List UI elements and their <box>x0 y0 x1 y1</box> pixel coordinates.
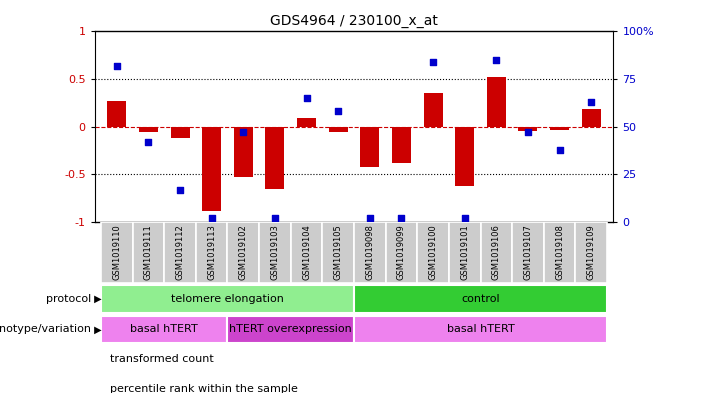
Text: control: control <box>461 294 500 304</box>
Text: GSM1019101: GSM1019101 <box>461 225 469 280</box>
Text: GSM1019105: GSM1019105 <box>334 225 343 280</box>
Bar <box>519 127 538 130</box>
Text: GSM1019103: GSM1019103 <box>271 224 280 281</box>
Bar <box>297 118 316 127</box>
Text: basal hTERT: basal hTERT <box>447 324 515 334</box>
Bar <box>487 77 506 127</box>
Text: genotype/variation: genotype/variation <box>0 324 91 334</box>
Point <box>459 215 470 221</box>
Text: GSM1019099: GSM1019099 <box>397 225 406 280</box>
Bar <box>392 127 411 163</box>
Bar <box>291 222 322 283</box>
Bar <box>228 222 259 283</box>
Point <box>143 139 154 145</box>
Point <box>301 95 312 101</box>
Text: protocol: protocol <box>46 294 91 304</box>
Bar <box>386 222 417 283</box>
Bar <box>322 222 354 283</box>
Bar <box>101 316 228 343</box>
Point <box>269 215 280 221</box>
Bar <box>259 222 291 283</box>
Text: telomere elongation: telomere elongation <box>171 294 284 304</box>
Text: GSM1019102: GSM1019102 <box>239 225 247 280</box>
Text: GSM1019098: GSM1019098 <box>365 224 374 281</box>
Point <box>428 59 439 65</box>
Bar <box>202 127 221 211</box>
Bar <box>512 222 544 283</box>
Bar <box>423 94 442 127</box>
Bar <box>360 127 379 167</box>
Bar <box>101 222 132 283</box>
Bar <box>132 222 164 283</box>
Bar <box>354 285 607 313</box>
Bar <box>576 222 607 283</box>
Bar <box>354 316 607 343</box>
Point <box>111 62 123 69</box>
Bar <box>417 222 449 283</box>
Bar <box>234 127 253 177</box>
Text: ▶: ▶ <box>91 294 102 304</box>
Text: GSM1019110: GSM1019110 <box>112 225 121 280</box>
Text: transformed count: transformed count <box>110 354 214 364</box>
Bar <box>196 222 228 283</box>
Text: ▶: ▶ <box>91 324 102 334</box>
Bar <box>101 285 354 313</box>
Text: basal hTERT: basal hTERT <box>130 324 198 334</box>
Bar <box>354 222 386 283</box>
Point <box>491 57 502 63</box>
Bar <box>480 222 512 283</box>
Bar <box>139 127 158 132</box>
Bar <box>329 127 348 132</box>
Point <box>206 215 217 221</box>
Text: GSM1019100: GSM1019100 <box>428 225 437 280</box>
Text: GSM1019113: GSM1019113 <box>207 224 216 281</box>
Point <box>554 147 565 153</box>
Bar <box>228 316 354 343</box>
Point <box>522 129 533 136</box>
Text: GSM1019112: GSM1019112 <box>175 225 184 280</box>
Point <box>332 108 343 115</box>
Text: GSM1019104: GSM1019104 <box>302 225 311 280</box>
Text: GSM1019108: GSM1019108 <box>555 224 564 281</box>
Bar <box>544 222 576 283</box>
Text: GSM1019106: GSM1019106 <box>492 224 501 281</box>
Text: GSM1019111: GSM1019111 <box>144 225 153 280</box>
Bar <box>550 127 569 130</box>
Text: hTERT overexpression: hTERT overexpression <box>229 324 352 334</box>
Point <box>365 215 376 221</box>
Point <box>175 187 186 193</box>
Bar <box>455 127 474 186</box>
Bar <box>449 222 480 283</box>
Bar <box>266 127 285 189</box>
Text: GSM1019109: GSM1019109 <box>587 225 596 280</box>
Text: GSM1019107: GSM1019107 <box>524 224 533 281</box>
Bar <box>107 101 126 127</box>
Point <box>585 99 597 105</box>
Bar <box>170 127 189 138</box>
Bar <box>582 108 601 127</box>
Point <box>238 129 249 136</box>
Point <box>396 215 407 221</box>
Title: GDS4964 / 230100_x_at: GDS4964 / 230100_x_at <box>270 14 438 28</box>
Text: percentile rank within the sample: percentile rank within the sample <box>110 384 298 393</box>
Bar <box>164 222 196 283</box>
